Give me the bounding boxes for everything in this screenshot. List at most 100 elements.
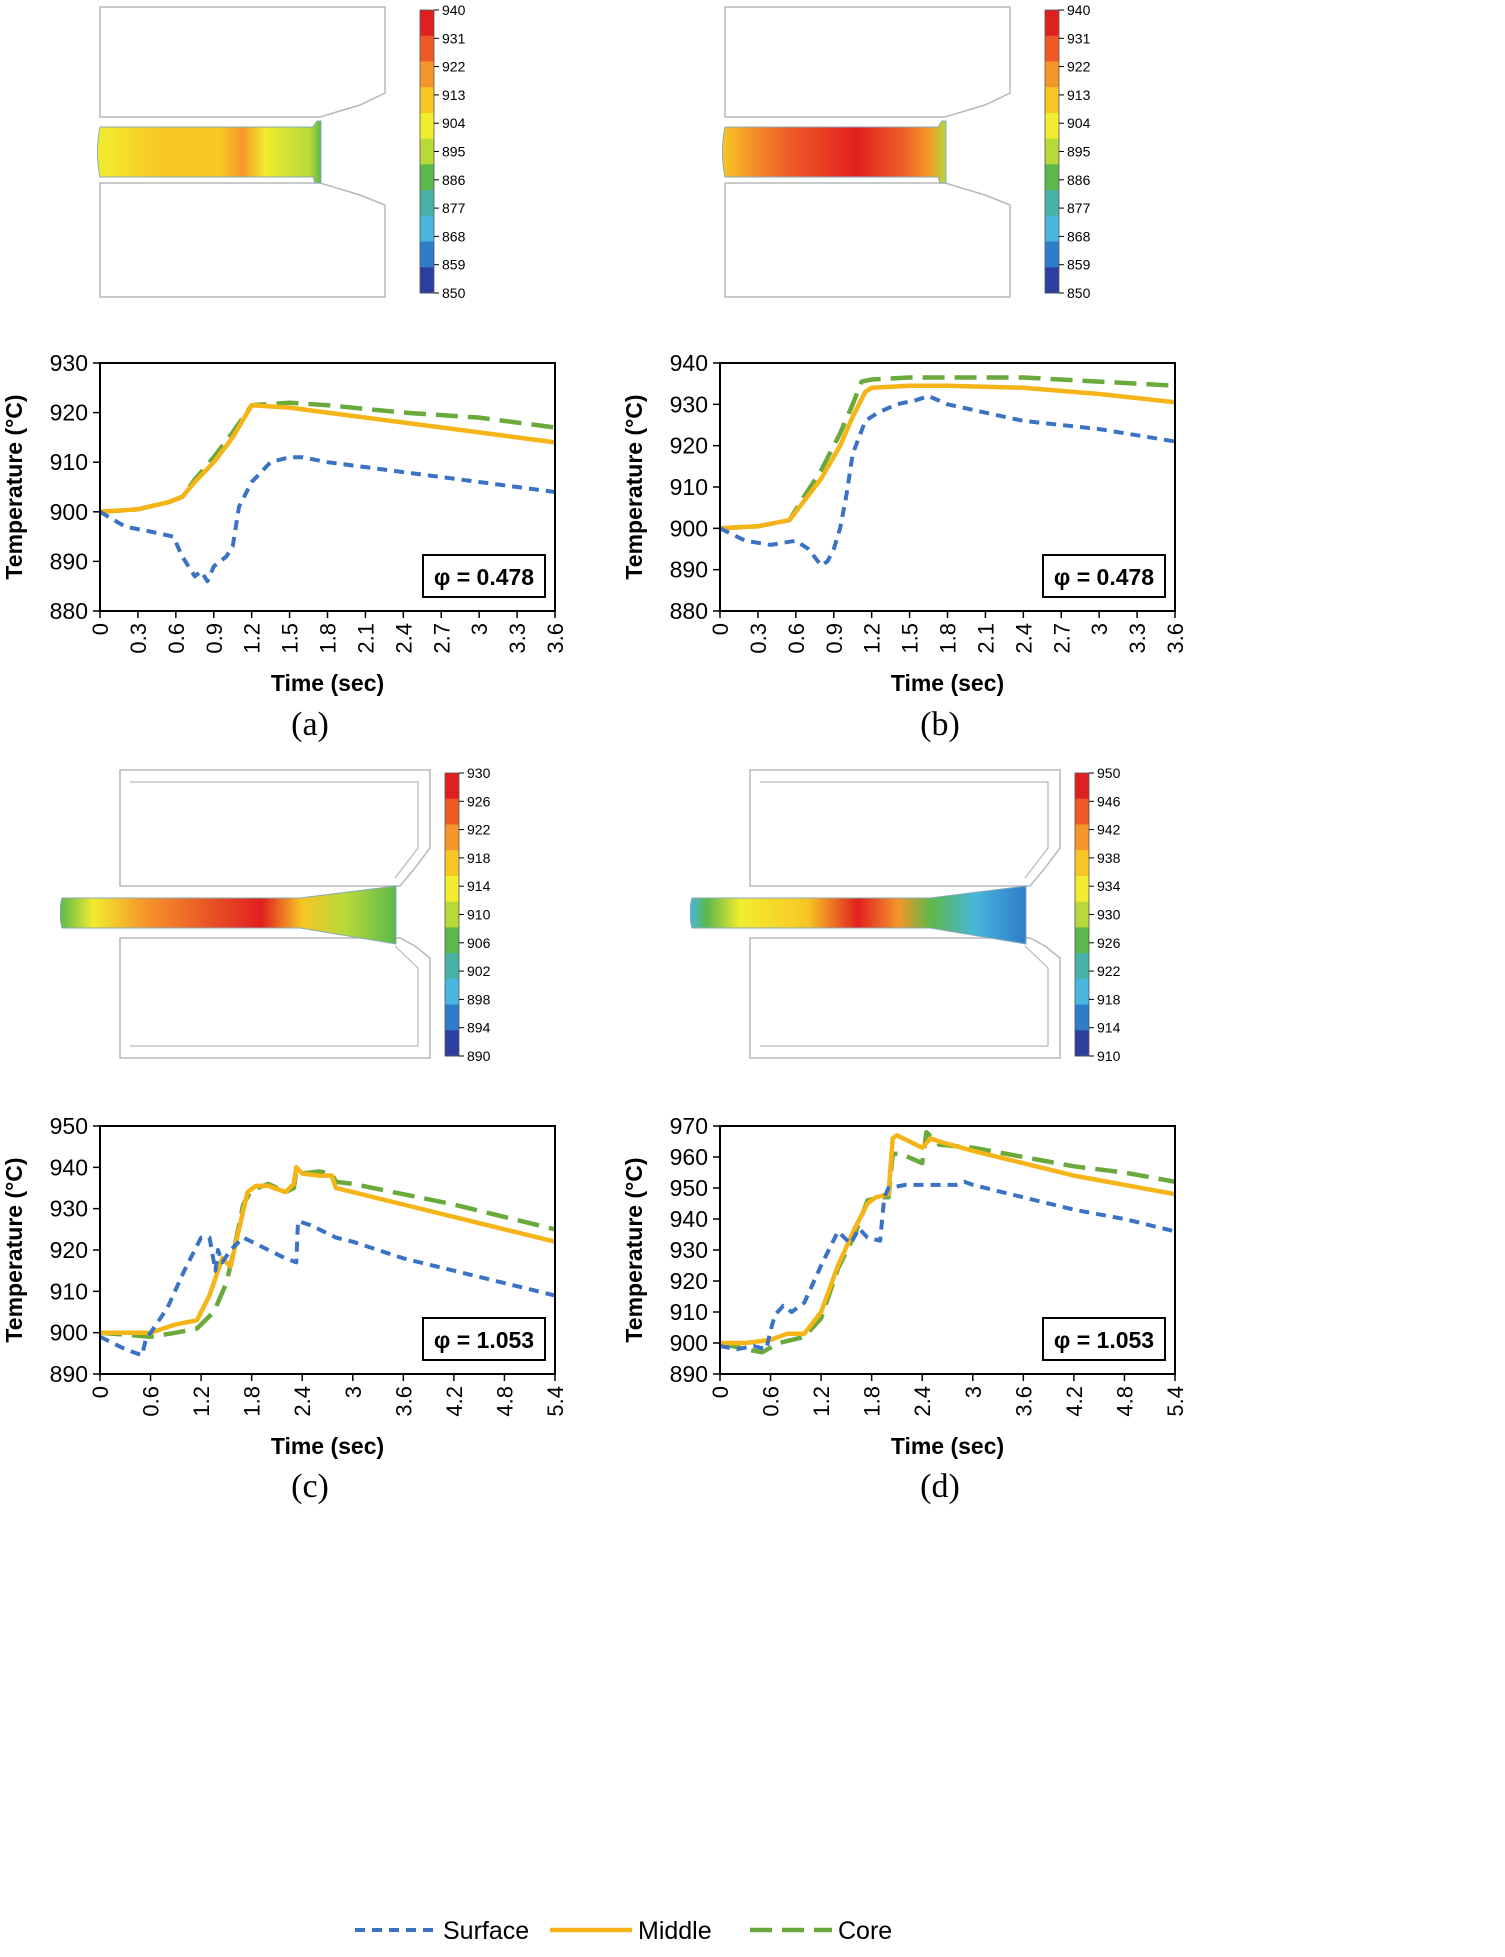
colorbar-label: 914: [1097, 1020, 1121, 1036]
y-tick-label: 930: [50, 1196, 88, 1222]
workpiece: [60, 885, 397, 945]
y-tick-label: 910: [670, 474, 708, 500]
colorbar-segment: [1045, 267, 1059, 294]
lower-die: [724, 182, 1011, 298]
y-tick-label: 930: [50, 355, 88, 376]
x-tick-label: 2.7: [1049, 623, 1074, 654]
annotation-box: [1042, 1317, 1166, 1361]
lower-die: [99, 182, 386, 298]
colorbar-label: 877: [442, 200, 466, 216]
colorbar-label: 850: [1067, 285, 1091, 301]
y-tick-label: 880: [670, 598, 708, 624]
annotation-text: φ = 1.053: [434, 1327, 534, 1353]
plot-frame: [99, 1125, 556, 1375]
y-axis-label: Temperature (°C): [1, 394, 27, 579]
y-tick-label: 930: [670, 1237, 708, 1263]
series-line-core: [720, 1129, 1175, 1355]
x-tick-label: 2.1: [353, 623, 378, 654]
y-tick-label: 900: [670, 515, 708, 541]
colorbar-segment: [1075, 1004, 1089, 1031]
colorbar-segment: [1075, 978, 1089, 1006]
y-tick-label: 940: [670, 1206, 708, 1232]
annotation-box: [1042, 554, 1166, 598]
colorbar-label: 918: [467, 850, 491, 866]
colorbar-label: 918: [1097, 991, 1121, 1007]
colorbar-segment: [420, 267, 434, 294]
series-line-surface: [720, 1179, 1175, 1352]
annotation-text: φ = 0.478: [1054, 564, 1154, 590]
line-chart: 890 900 910 920 930 940 950 0 0.6 1.2 1.8 2.4 3 3.6 4.…: [1, 1118, 568, 1459]
annotation-text: φ = 0.478: [434, 564, 534, 590]
colorbar-label: 913: [1067, 87, 1091, 103]
colorbar-segment: [1075, 798, 1089, 825]
colorbar-segment: [1045, 35, 1059, 62]
line-chart: 880 890 900 910 920 930 0 0.3 0.6 0.9 1.2 1.5 1.8 2.1…: [1, 355, 568, 696]
series-line-surface: [720, 394, 1175, 568]
x-tick-label: 3.6: [391, 1386, 416, 1417]
panel-label: (b): [920, 706, 960, 743]
x-tick-label: 1.8: [860, 1386, 885, 1417]
contour-plot: 950 946 942 938 934 930 926 922 918 914 910: [690, 768, 1121, 1064]
x-tick-label: 3: [961, 1386, 986, 1398]
series-line-middle: [100, 402, 555, 515]
workpiece: [97, 120, 322, 184]
colorbar-label: 859: [442, 257, 466, 273]
colorbar-segment: [1045, 241, 1059, 268]
x-tick-label: 0.3: [126, 623, 151, 654]
colorbar-segment: [445, 927, 459, 954]
colorbar-segment: [1075, 901, 1089, 928]
x-tick-label: 3: [467, 623, 492, 635]
line-chart: 890 900 910 920 930 940 950 960 970 0 0.6 1.2 1.8 2.4…: [621, 1118, 1188, 1459]
x-tick-label: 1.2: [240, 623, 265, 654]
y-axis-label: Temperature (°C): [1, 1157, 27, 1342]
y-tick-label: 950: [670, 1175, 708, 1201]
legend-label: Surface: [443, 1917, 529, 1945]
colorbar-label: 926: [1097, 935, 1121, 951]
colorbar-label: 946: [1097, 793, 1121, 809]
line-chart: 880 890 900 910 920 930 940 0 0.3 0.6 0.9 1.2 1.5 1.8…: [621, 355, 1188, 696]
colorbar-segment: [420, 241, 434, 268]
colorbar-label: 922: [1067, 59, 1091, 75]
colorbar-segment: [1045, 215, 1059, 243]
y-tick-label: 910: [50, 1278, 88, 1304]
y-tick-label: 890: [670, 557, 708, 583]
colorbar-label: 931: [442, 30, 466, 46]
colorbar-segment: [445, 1004, 459, 1031]
y-tick-label: 920: [50, 400, 88, 426]
colorbar-segment: [445, 978, 459, 1006]
colorbar-segment: [445, 875, 459, 903]
colorbar-segment: [1045, 61, 1059, 88]
x-axis-label: Time (sec): [271, 670, 384, 696]
colorbar-label: 942: [1097, 822, 1121, 838]
x-tick-label: 2.1: [973, 623, 998, 654]
colorbar-segment: [1045, 87, 1059, 114]
colorbar-label: 906: [467, 935, 491, 951]
legend-label: Core: [838, 1917, 892, 1945]
colorbar-segment: [445, 773, 459, 800]
plot-frame: [99, 362, 556, 612]
colorbar-label: 922: [1097, 963, 1121, 979]
colorbar-segment: [1075, 875, 1089, 903]
colorbar-label: 950: [1097, 768, 1121, 781]
x-tick-label: 0.6: [139, 1386, 164, 1417]
annotation-box: [422, 1317, 546, 1361]
colorbar-segment: [420, 112, 434, 140]
colorbar-label: 931: [1067, 30, 1091, 46]
colorbar-label: 926: [467, 793, 491, 809]
colorbar-label: 913: [442, 87, 466, 103]
colorbar-segment: [420, 10, 434, 37]
colorbar-segment: [1075, 773, 1089, 800]
colorbar-label: 894: [467, 1020, 491, 1036]
colorbar-label: 938: [1097, 850, 1121, 866]
y-tick-label: 900: [670, 1330, 708, 1356]
colorbar-label: 934: [1097, 878, 1121, 894]
y-tick-label: 890: [50, 548, 88, 574]
y-tick-label: 950: [50, 1118, 88, 1139]
y-tick-label: 940: [50, 1154, 88, 1180]
colorbar-segment: [445, 901, 459, 928]
workpiece: [722, 120, 947, 184]
colorbar-label: 930: [467, 768, 491, 781]
x-tick-label: 4.8: [492, 1386, 517, 1417]
panel-label: (a): [291, 706, 329, 743]
x-tick-label: 0.6: [759, 1386, 784, 1417]
